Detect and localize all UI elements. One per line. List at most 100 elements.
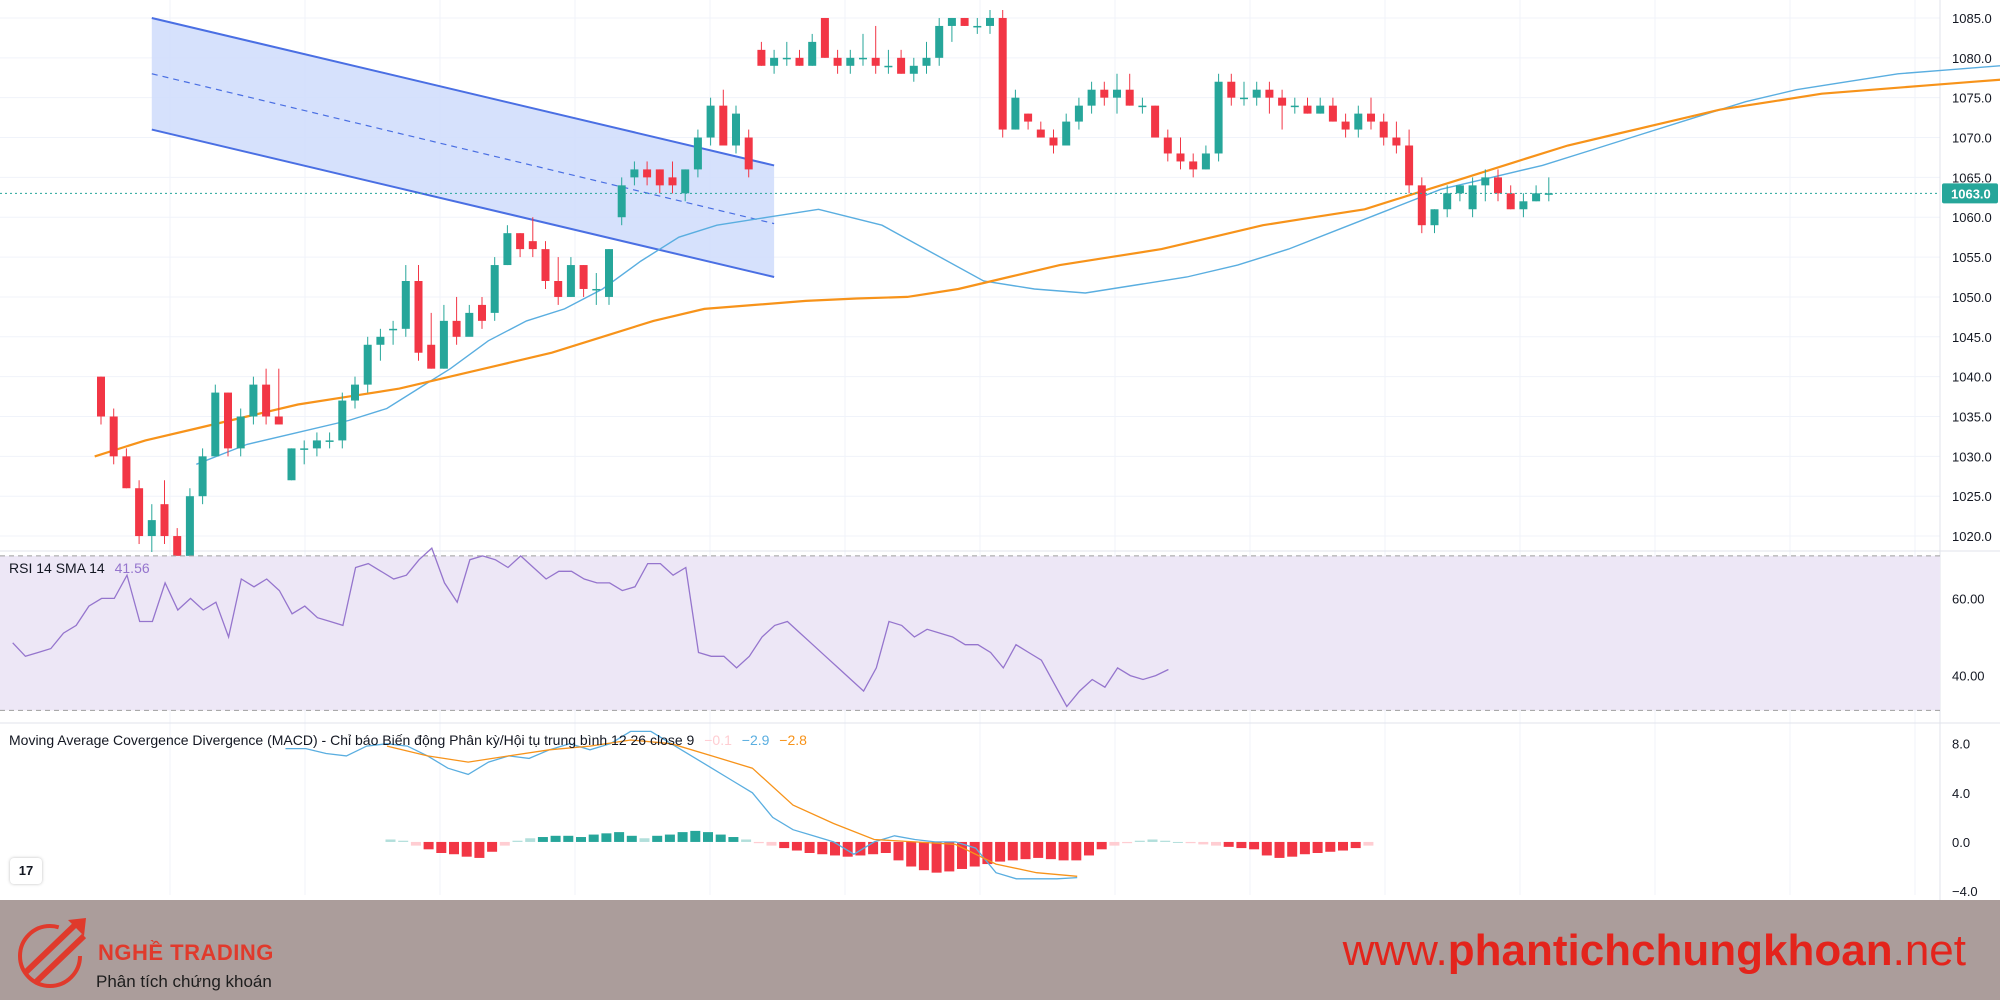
macd-histogram-bar: [512, 840, 523, 842]
candle-body: [503, 233, 512, 266]
macd-tick-label: 0.0: [1952, 835, 1970, 850]
candle-body: [871, 57, 880, 66]
candle-body: [820, 17, 829, 58]
candle-body: [1278, 97, 1287, 106]
candle: [503, 225, 512, 266]
candle: [439, 304, 448, 369]
macd-histogram-bar: [703, 832, 713, 842]
candle-body: [224, 392, 232, 449]
candle-body: [1227, 81, 1236, 98]
candle: [401, 265, 410, 337]
candle: [998, 10, 1007, 138]
candle-body: [325, 440, 334, 442]
candle: [1024, 113, 1033, 130]
candle-body: [706, 105, 715, 138]
rsi-band: [0, 555, 1940, 711]
trading-chart[interactable]: 1020.0 1025.0 1030.0 1035.0 1040.0 1045.0 1050…: [0, 0, 2000, 900]
macd-legend[interactable]: Moving Average Covergence Divergence (MA…: [9, 732, 813, 748]
candle: [884, 49, 893, 74]
candle: [1354, 105, 1363, 138]
candle: [744, 129, 753, 178]
macd-histogram-bar: [461, 841, 472, 857]
candle-body: [566, 265, 575, 297]
macd-histogram-bar: [537, 837, 548, 842]
candle-body: [986, 17, 994, 26]
candle: [795, 49, 804, 66]
macd-histogram-bar: [842, 841, 853, 857]
candle: [109, 408, 118, 465]
macd-histogram-bar: [868, 841, 879, 855]
website-suffix: .net: [1892, 926, 1966, 975]
candle-body: [490, 265, 499, 313]
channel-lower-line: [151, 128, 775, 278]
candle-body: [1494, 177, 1502, 194]
candle: [1481, 169, 1490, 202]
candle: [566, 257, 575, 297]
candle: [1011, 89, 1020, 130]
candle-body: [401, 281, 410, 329]
candle: [643, 161, 652, 186]
macd-histogram-bar: [1007, 841, 1018, 861]
candle-body: [1113, 89, 1121, 98]
macd-pane: 8.0 4.0 0.0 −4.0: [285, 730, 1978, 899]
macd-histogram-bar: [995, 841, 1006, 862]
candle-body: [744, 137, 753, 170]
tradingview-logo[interactable]: 17: [10, 858, 42, 884]
macd-line: [285, 730, 1078, 880]
candle-body: [1392, 137, 1401, 146]
candle: [1506, 185, 1515, 210]
candle: [1328, 97, 1337, 122]
macd-histogram-bar: [487, 841, 498, 852]
price-tick-label: 1085.0: [1952, 11, 1992, 26]
macd-histogram-bar: [791, 841, 802, 851]
rsi-pane: 40.00 60.00: [0, 546, 1985, 711]
macd-histogram-bar: [1058, 841, 1069, 861]
candle: [1201, 145, 1210, 170]
candle-body: [1163, 137, 1172, 154]
candle-body: [1328, 105, 1337, 122]
candle: [541, 241, 550, 289]
rsi-legend[interactable]: RSI 14 SMA 14 41.56: [9, 560, 156, 576]
candle: [782, 41, 791, 66]
candle-body: [833, 57, 842, 66]
candle: [198, 448, 207, 505]
candle: [1163, 129, 1172, 162]
macd-histogram-bar: [588, 834, 599, 842]
descending-channel[interactable]: [151, 16, 775, 278]
macd-histogram-bar: [626, 835, 637, 842]
candle-body: [681, 169, 690, 194]
candle: [135, 480, 144, 545]
candle: [287, 448, 296, 481]
candle-body: [617, 185, 626, 218]
candle: [351, 376, 359, 409]
macd-histogram-bar: [906, 841, 917, 867]
candle: [1290, 97, 1299, 114]
macd-histogram-bar: [449, 841, 459, 855]
candle: [1062, 113, 1071, 146]
candle-body: [122, 456, 131, 489]
candle: [160, 480, 169, 545]
candle-body: [185, 496, 194, 560]
website-url[interactable]: www.phantichchungkhoan.net: [1343, 926, 1966, 976]
candle: [1417, 177, 1426, 234]
candle: [986, 10, 994, 34]
candle-body: [719, 105, 728, 146]
macd-histogram-bar: [563, 835, 574, 842]
website-main: phantichchungkhoan: [1447, 926, 1893, 975]
price-tick-label: 1080.0: [1952, 51, 1992, 66]
macd-histogram-bar: [918, 841, 929, 871]
candle-body: [1455, 185, 1464, 194]
candle: [808, 33, 817, 66]
macd-histogram-bar: [690, 830, 701, 842]
macd-histogram-bar: [1147, 839, 1158, 842]
price-tick-label: 1055.0: [1952, 250, 1992, 265]
chart-grid: [0, 0, 2000, 900]
macd-histogram-bar: [1338, 841, 1348, 851]
macd-tick-label: 8.0: [1952, 737, 1970, 752]
candle-body: [439, 320, 448, 369]
macd-histogram-bar: [1033, 841, 1044, 858]
macd-histogram-bar: [766, 841, 777, 846]
candle-body: [414, 281, 423, 353]
candle-body: [1062, 121, 1071, 146]
macd-histogram-bar: [817, 841, 828, 855]
